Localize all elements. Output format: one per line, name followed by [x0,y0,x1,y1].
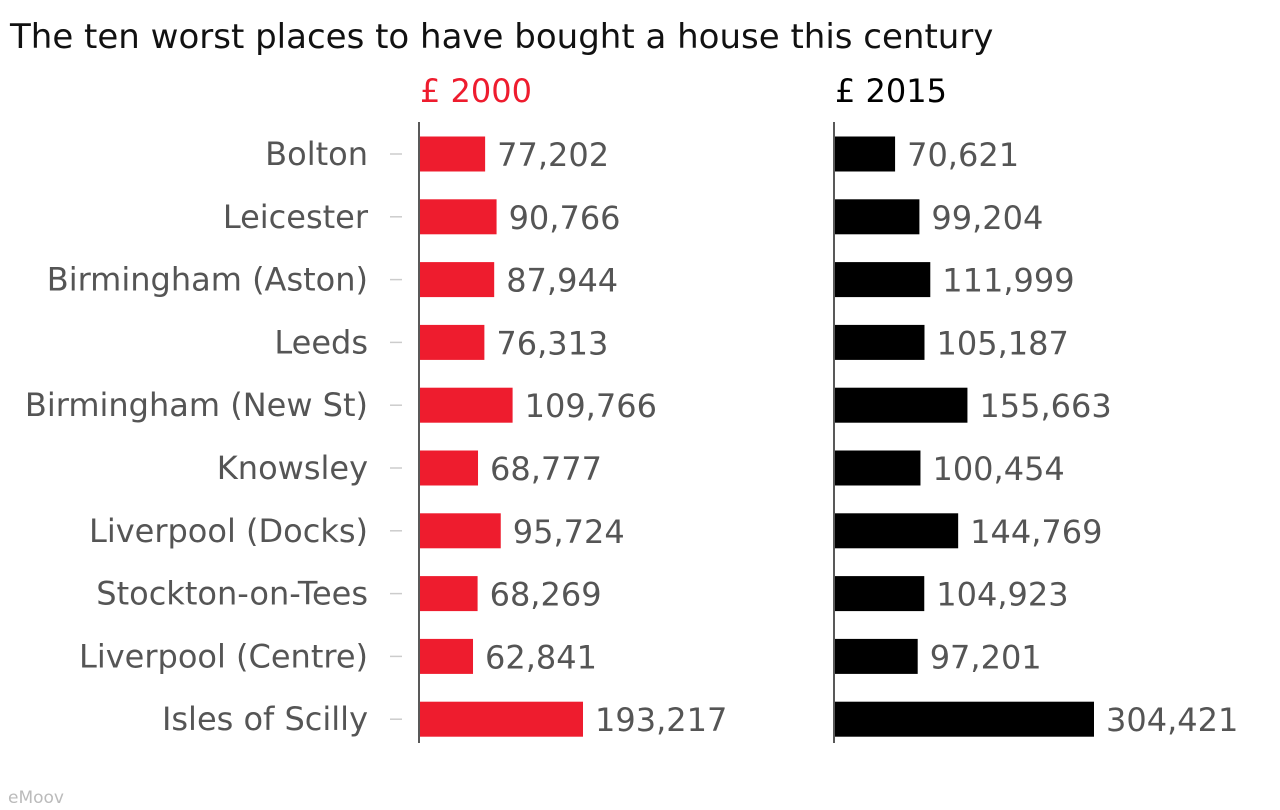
data-label: 99,204 [931,199,1043,237]
category-label: Leicester [223,198,369,236]
data-label: 304,421 [1106,701,1238,739]
series-header: £ 2000 [420,72,532,110]
source-note: eMoov [8,788,64,808]
bar [420,262,495,298]
bar [835,199,920,235]
bar [420,450,479,486]
data-label: 95,724 [513,513,625,551]
bar [835,701,1094,737]
bar [420,136,486,172]
category-label: Leeds [274,323,368,361]
category-label: Bolton [265,135,368,173]
bar [420,199,497,235]
category-label: Birmingham (Aston) [47,261,368,299]
bar [835,450,921,486]
bar [835,387,968,423]
data-label: 97,201 [930,638,1042,676]
bar [835,136,896,172]
bar [835,576,925,612]
bar [835,262,931,298]
data-label: 68,777 [490,450,602,488]
category-label: Isles of Scilly [162,700,368,738]
data-label: 104,923 [936,576,1068,614]
data-label: 90,766 [509,199,621,237]
chart-title: The ten worst places to have bought a ho… [9,17,993,57]
bar [420,387,513,423]
bar [835,324,925,360]
data-label: 68,269 [490,576,602,614]
chart-panels: Bolton Leicester Birmingham (Aston) Leeds Bi… [25,72,1238,743]
category-label: Stockton-on-Tees [96,575,368,613]
bar [420,701,583,737]
data-label: 193,217 [595,701,727,739]
data-label: 111,999 [942,262,1074,300]
data-label: 77,202 [497,136,609,174]
data-label: 87,944 [506,262,618,300]
series-header: £ 2015 [835,72,947,110]
category-label: Liverpool (Docks) [89,512,368,550]
category-label: Knowsley [217,449,368,487]
data-label: 100,454 [932,450,1064,488]
bar [420,576,478,612]
data-label: 144,769 [970,513,1102,551]
data-label: 62,841 [485,638,597,676]
data-label: 70,621 [907,136,1019,174]
category-label: Birmingham (New St) [25,386,368,424]
bar [835,513,959,549]
category-label: Liverpool (Centre) [79,637,368,675]
data-label: 155,663 [979,387,1111,425]
data-label: 76,313 [496,324,608,362]
data-label: 105,187 [936,324,1068,362]
bar [420,638,474,674]
data-label: 109,766 [525,387,657,425]
bar [420,513,501,549]
bar [835,638,918,674]
bar [420,324,485,360]
